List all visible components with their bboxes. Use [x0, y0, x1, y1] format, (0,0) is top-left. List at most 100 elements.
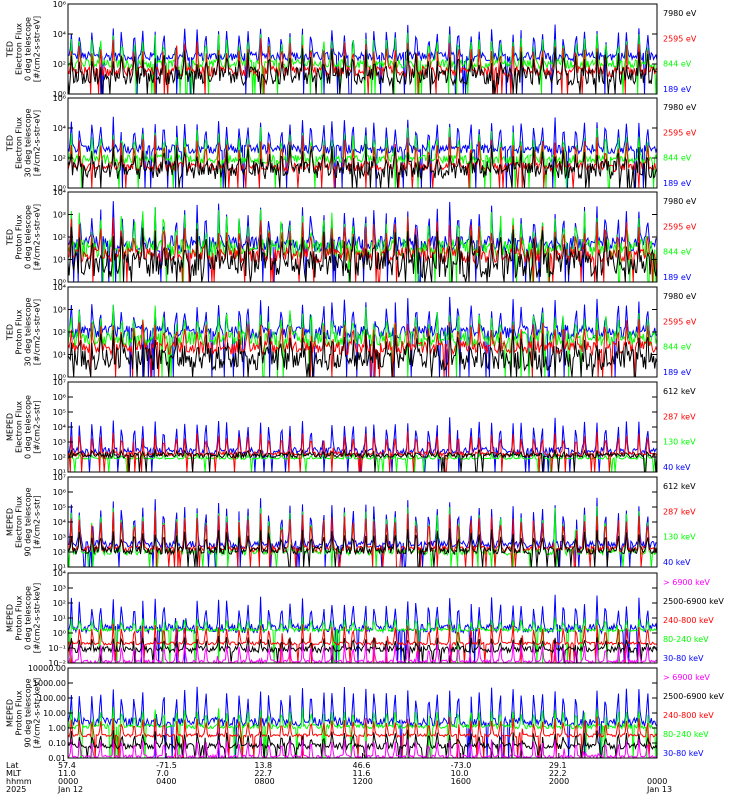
series-line-2-2	[67, 135, 658, 189]
x-axis-row-label: MLT	[6, 769, 21, 778]
legend-entry: 287 keV	[663, 507, 696, 516]
y-axis-label-line: [#/cm2-s-str-eV]	[33, 16, 42, 82]
y-tick-label: 10⁴	[53, 569, 66, 578]
x-tick-label: 2000	[549, 777, 569, 786]
y-axis-label-line: [#/cm2-s-str]	[33, 400, 42, 453]
x-tick-label: 46.6	[353, 761, 371, 770]
y-tick-label: 10⁵	[53, 408, 66, 417]
x-tick-label: 7.0	[156, 769, 169, 778]
legend-entry: 844 eV	[663, 248, 692, 257]
series-line-2-1	[67, 144, 658, 189]
series-line-2-4	[67, 116, 658, 189]
y-tick-label: 10⁰	[53, 373, 66, 382]
legend-entry: 80-240 keV	[663, 635, 709, 644]
legend-entry: 2500-6900 keV	[663, 692, 724, 701]
y-tick-label: 10²	[53, 154, 66, 163]
y-tick-label: 10¹	[53, 614, 66, 623]
series-line-6-1	[67, 528, 658, 568]
y-tick-label: 10³	[53, 438, 66, 447]
series-line-7-3	[67, 623, 658, 664]
x-tick-label: 57.4	[58, 761, 76, 770]
y-tick-label: 10¹	[53, 351, 66, 360]
x-tick-label: 13.8	[254, 761, 272, 770]
x-tick-label: 22.7	[254, 769, 272, 778]
y-axis-label-line: TED	[6, 41, 15, 58]
y-axis-label-line: [#/cm2-s-str-eV]	[33, 299, 42, 365]
series-line-5-1	[67, 448, 658, 473]
y-tick-label: 10¹	[53, 563, 66, 572]
y-tick-label: 10¹	[53, 468, 66, 477]
series-line-4-1	[67, 327, 658, 378]
y-axis-label-line: 30 deg telescope	[24, 108, 33, 177]
panel-frame	[67, 97, 658, 189]
x-axis-row-label: hhmm	[6, 777, 32, 786]
y-axis-label-line: [#/cm2-s-str-eV]	[33, 110, 42, 176]
y-axis-label-line: [#/cm2-s-str-eV]	[33, 204, 42, 270]
x-tick-label: 1200	[353, 777, 373, 786]
flux-panel-1: 10⁶ 10⁴ 10² 10⁰ TED Electron Flux 0 deg telesc…	[6, 0, 697, 99]
legend-entry: 130 keV	[663, 438, 696, 447]
legend-entry: > 6900 keV	[663, 578, 710, 587]
y-tick-label: 10⁰	[53, 278, 66, 287]
y-axis-label-line: 90 deg telescope	[24, 678, 33, 747]
legend-entry: 189 eV	[663, 368, 692, 377]
y-axis-label-line: MEPED	[6, 604, 15, 632]
y-tick-label: 0.01	[48, 754, 66, 763]
x-tick-label: Jan 12	[57, 785, 83, 794]
x-axis-row-label: Lat	[6, 761, 19, 770]
y-tick-label: 10⁵	[53, 503, 66, 512]
y-tick-label: 10⁰	[53, 629, 66, 638]
y-axis-label-line: [#/cm2-s-str-keV]	[33, 583, 42, 654]
y-axis-label-line: Proton Flux	[15, 309, 24, 354]
legend-entry: 2595 eV	[663, 317, 697, 326]
y-tick-label: 10³	[53, 306, 66, 315]
x-tick-label: 22.2	[549, 769, 567, 778]
legend-entry: 189 eV	[663, 179, 692, 188]
legend-entry: 7980 eV	[663, 197, 697, 206]
y-tick-label: 10⁴	[53, 30, 66, 39]
legend-entry: 7980 eV	[663, 9, 697, 18]
y-tick-label: 10³	[53, 533, 66, 542]
y-axis-label-line: MEPED	[6, 508, 15, 536]
legend-entry: 612 keV	[663, 482, 696, 491]
y-axis-label-line: 0 deg telescope	[24, 395, 33, 459]
legend-entry: 287 keV	[663, 412, 696, 421]
y-tick-label: 10⁴	[53, 518, 66, 527]
x-tick-label: 1600	[451, 777, 471, 786]
y-tick-label: 10.00	[43, 709, 66, 718]
legend-entry: 240-800 keV	[663, 616, 714, 625]
series-line-5-2	[67, 431, 658, 473]
y-axis-label-line: Electron Flux	[15, 401, 24, 453]
y-axis-label-line: Proton Flux	[15, 595, 24, 640]
legend-entry: 2595 eV	[663, 34, 697, 43]
series-line-1-3	[67, 32, 658, 95]
legend-entry: 189 eV	[663, 85, 692, 94]
y-tick-label: 10⁻¹	[48, 644, 66, 653]
flux-panel-8: 10000.00 1000.00 100.00 10.00 1.00 0.10 0.01 ME…	[6, 664, 725, 763]
y-tick-label: 10²	[53, 328, 66, 337]
legend-entry: 7980 eV	[663, 292, 697, 301]
y-axis-label-line: MEPED	[6, 413, 15, 441]
series-line-1-4	[67, 24, 658, 95]
x-tick-label: 11.6	[353, 769, 371, 778]
legend-entry: 2595 eV	[663, 128, 697, 137]
y-tick-label: 10⁷	[53, 473, 66, 482]
series-line-7-5	[67, 594, 658, 664]
y-tick-label: 10⁶	[53, 0, 66, 9]
legend-entry: 844 eV	[663, 343, 692, 352]
y-tick-label: 10⁶	[53, 393, 66, 402]
x-tick-label: 0000	[58, 777, 78, 786]
legend-entry: 7980 eV	[663, 103, 697, 112]
y-tick-label: 10²	[53, 599, 66, 608]
y-tick-label: 10⁴	[53, 124, 66, 133]
x-axis-row-label: 2025	[6, 785, 26, 794]
x-tick-label: 10.0	[451, 769, 469, 778]
y-axis-label-line: 0 deg telescope	[24, 205, 33, 269]
series-line-8-3	[67, 716, 658, 759]
series-line-4-3	[67, 304, 658, 378]
legend-entry: 844 eV	[663, 60, 692, 69]
legend-entry: 40 keV	[663, 558, 691, 567]
y-axis-label-line: Electron Flux	[15, 496, 24, 548]
legend-entry: > 6900 keV	[663, 673, 710, 682]
y-tick-label: 10⁴	[53, 423, 66, 432]
